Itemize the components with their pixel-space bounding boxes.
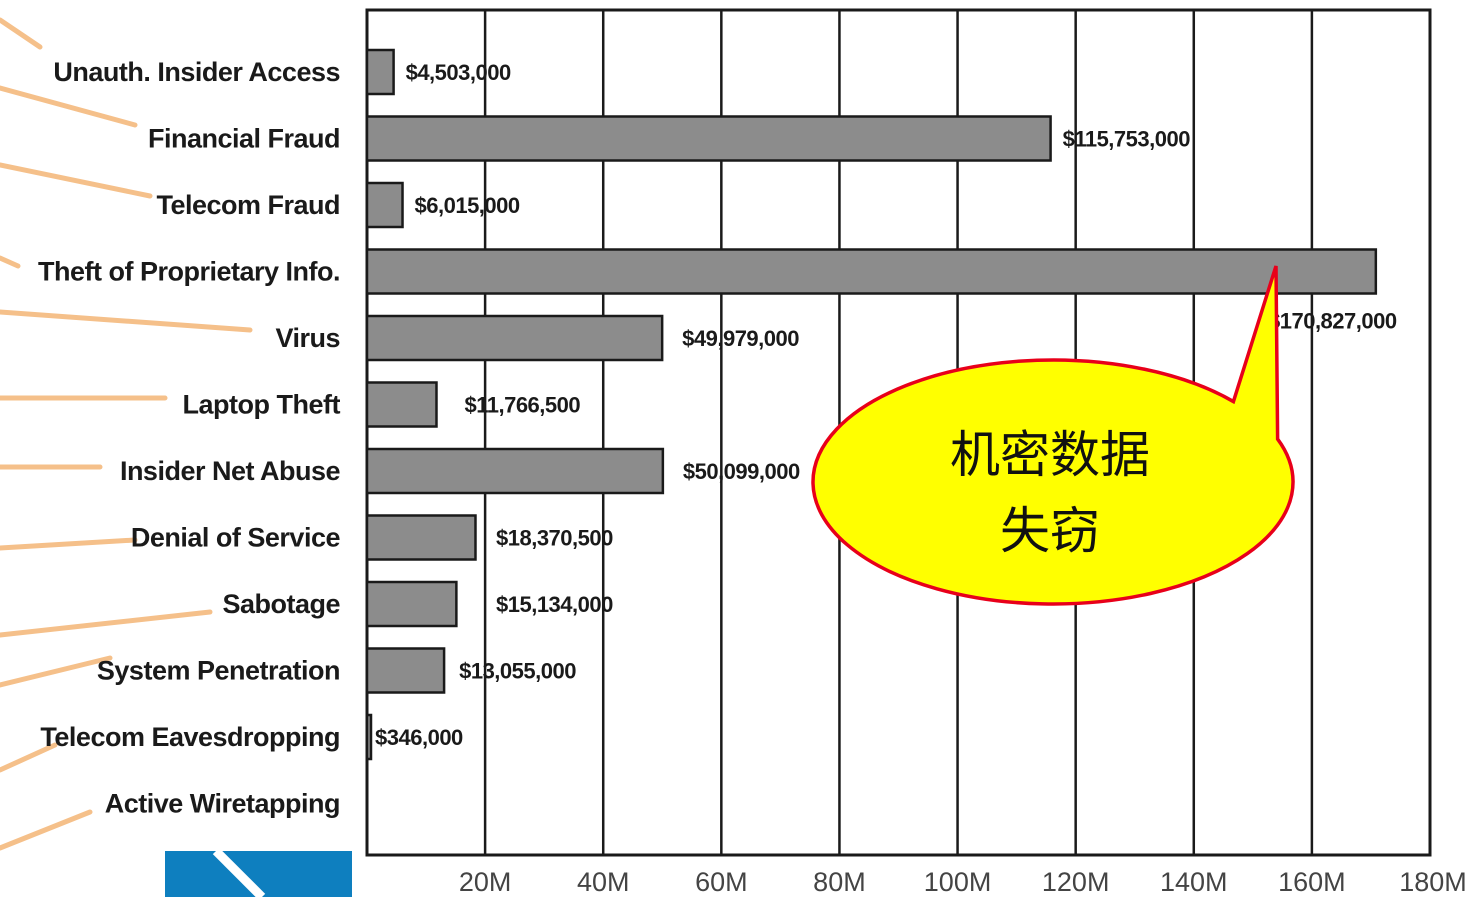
value-label: $346,000 xyxy=(375,725,463,750)
bar xyxy=(365,447,665,495)
x-tick-label: 60M xyxy=(695,867,748,897)
bar xyxy=(365,115,1052,162)
x-tick-label: 180M xyxy=(1399,867,1467,897)
value-label: $170,827,000 xyxy=(1268,309,1397,334)
bar xyxy=(365,248,1378,295)
category-labels: Unauth. Insider Access Financial Fraud Tel… xyxy=(38,57,341,819)
leader-line xyxy=(0,85,138,128)
leader-line xyxy=(0,655,113,688)
value-label: $4,503,000 xyxy=(406,60,511,85)
speech-callout: 机密数据 失窃 xyxy=(811,265,1295,606)
leader-line xyxy=(0,162,153,199)
x-tick-label: 40M xyxy=(577,867,630,897)
bar xyxy=(365,314,664,362)
category-label: Active Wiretapping xyxy=(105,789,340,819)
x-tick-label: 80M xyxy=(813,867,866,897)
leader-line xyxy=(0,609,213,638)
value-label: $6,015,000 xyxy=(415,193,520,218)
x-tick-label: 140M xyxy=(1160,867,1228,897)
bar xyxy=(365,48,395,96)
category-label: Laptop Theft xyxy=(183,390,341,420)
x-tick-label: 160M xyxy=(1278,867,1346,897)
value-label: $15,134,000 xyxy=(496,592,613,617)
category-label: Financial Fraud xyxy=(148,124,340,154)
category-label: Theft of Proprietary Info. xyxy=(38,257,340,287)
category-label: Virus xyxy=(275,323,340,353)
x-tick-label: 20M xyxy=(459,867,512,897)
category-label: Insider Net Abuse xyxy=(120,456,341,486)
value-label: $50,099,000 xyxy=(683,459,800,484)
leader-line xyxy=(0,742,58,773)
leader-line xyxy=(0,537,138,551)
decorative-leader-lines xyxy=(0,17,253,851)
value-label: $18,370,500 xyxy=(496,526,613,551)
x-tick-label: 120M xyxy=(1042,867,1110,897)
category-label: Denial of Service xyxy=(131,523,341,553)
x-tick-label: 100M xyxy=(924,867,992,897)
category-label: System Penetration xyxy=(97,656,340,686)
leader-line xyxy=(0,809,93,851)
bar xyxy=(365,514,477,561)
corner-logo-graphic xyxy=(165,847,352,897)
x-axis-tick-labels: 20M 40M 60M 80M 100M 120M 140M 160M 180M xyxy=(459,867,1467,897)
leader-line xyxy=(0,17,43,50)
category-label: Sabotage xyxy=(222,589,340,619)
bar xyxy=(365,647,446,694)
bar xyxy=(365,381,438,428)
callout-text-line1: 机密数据 xyxy=(950,426,1150,484)
value-label: $11,766,500 xyxy=(464,393,580,418)
bar xyxy=(365,181,404,229)
category-label: Telecom Eavesdropping xyxy=(40,722,340,752)
callout-text-line2: 失窃 xyxy=(1000,502,1100,560)
value-label: $115,753,000 xyxy=(1063,127,1191,152)
corner-logo-stroke xyxy=(212,847,266,897)
bar xyxy=(365,580,458,628)
callout-bubble xyxy=(811,265,1295,606)
leader-line xyxy=(0,255,21,269)
leader-line xyxy=(0,309,253,333)
value-label: $13,055,000 xyxy=(459,659,576,684)
category-label: Unauth. Insider Access xyxy=(53,57,340,87)
bar xyxy=(365,713,373,761)
category-label: Telecom Fraud xyxy=(156,190,340,220)
value-label: $49,979,000 xyxy=(682,326,799,351)
value-labels: $4,503,000 $115,753,000 $6,015,000 $170,827… xyxy=(375,60,1397,750)
